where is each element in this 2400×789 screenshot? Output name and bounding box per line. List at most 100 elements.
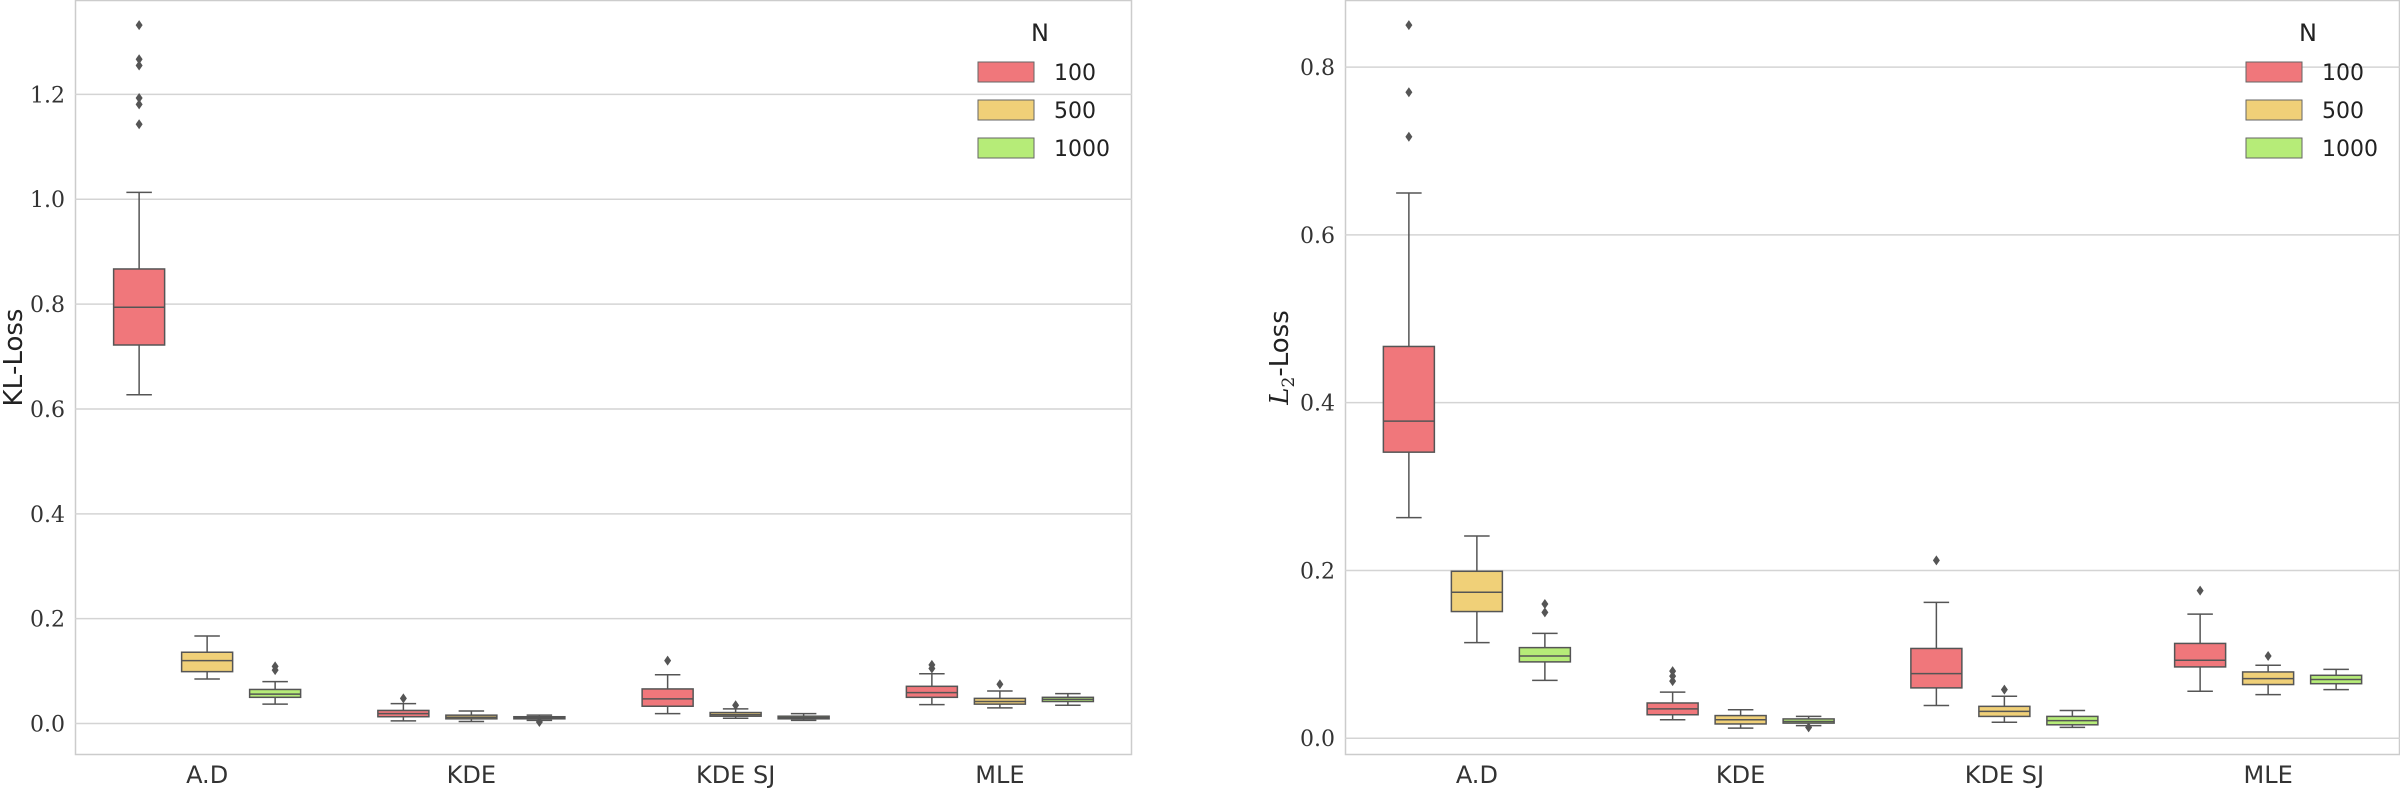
outlier-point	[135, 60, 143, 71]
box-100-mle	[2173, 585, 2227, 692]
y-tick-label: 0.6	[1300, 224, 1335, 249]
outlier-point	[1541, 599, 1549, 609]
box-1000-mle	[2309, 668, 2363, 691]
outlier-point	[996, 679, 1004, 690]
outlier-point	[1669, 676, 1677, 687]
legend-title: N	[2299, 19, 2317, 47]
outlier-point	[1669, 671, 1677, 682]
box-1000-kde-sj	[777, 712, 830, 722]
box-1000-a-d	[1518, 599, 1572, 682]
x-tick-label: A.D	[186, 761, 228, 789]
x-tick-label: MLE	[2244, 761, 2293, 789]
legend-label: 100	[2322, 61, 2364, 86]
legend-label: 1000	[1054, 137, 1110, 162]
y-tick-label: 0.4	[1300, 392, 1335, 417]
chart-panel-1: 0.0 0.2 0.4 0.6 0.8 1.0 1.2 A.D KDE KDE SJ MLE KL-L…	[0, 0, 1133, 789]
outlier-point	[399, 693, 407, 704]
plot-frame	[1344, 0, 2400, 756]
outlier-point	[135, 54, 143, 65]
legend-label: 500	[1054, 99, 1096, 124]
x-tick-label: KDE SJ	[1965, 761, 2044, 789]
outlier-point	[135, 119, 143, 130]
box-500-kde	[445, 710, 498, 723]
box-500-kde	[1714, 708, 1767, 729]
outlier-point	[2196, 585, 2204, 596]
x-tick-label: KDE	[1716, 761, 1765, 789]
outlier-point	[135, 20, 143, 31]
legend-label: 1000	[2322, 137, 2378, 162]
box-iqr	[1910, 647, 1963, 689]
outlier-point	[664, 655, 672, 666]
box-100-kde	[1646, 666, 1699, 721]
x-tick-label: KDE SJ	[696, 761, 775, 789]
box-1000-mle	[1041, 692, 1095, 706]
chart-panel-2: 0.00.20.40.60.8A.D KDE KDE SJ MLEL2-LossN10…	[1265, 0, 2400, 789]
box-500-a-d	[1450, 535, 1504, 644]
box-iqr	[1518, 646, 1572, 663]
y-tick-label: 0.2	[1300, 559, 1335, 584]
outlier-point	[1932, 555, 1940, 566]
legend-swatch	[2245, 137, 2303, 159]
box-100-a-d	[112, 20, 166, 396]
y-tick-label: 0.2	[30, 608, 65, 633]
y-tick-label: 0.0	[30, 713, 65, 738]
outlier-point	[1541, 607, 1549, 618]
outlier-point	[535, 716, 543, 727]
y-tick-label: 1.0	[30, 188, 65, 213]
box-iqr	[641, 688, 694, 707]
x-tick-label: KDE	[447, 761, 496, 789]
box-500-mle	[2241, 651, 2295, 696]
box-500-a-d	[180, 635, 234, 680]
legend-swatch	[2245, 61, 2303, 83]
legend-label: 500	[2322, 99, 2364, 124]
box-500-mle	[973, 679, 1027, 709]
y-tick-label: 0.0	[1300, 727, 1335, 752]
legend-swatch	[977, 61, 1035, 83]
legend-label: 100	[1054, 61, 1096, 86]
legend-swatch	[977, 137, 1035, 159]
box-100-kde-sj	[641, 655, 694, 715]
outlier-point	[135, 99, 143, 110]
outlier-point	[1405, 131, 1413, 142]
outlier-point	[1405, 20, 1413, 31]
y-tick-label: 0.8	[1300, 56, 1335, 81]
outlier-point	[2000, 684, 2008, 695]
box-1000-a-d	[248, 661, 302, 705]
outlier-point	[1669, 666, 1677, 677]
legend-title: N	[1031, 19, 1049, 47]
box-iqr	[2173, 642, 2227, 668]
outlier-point	[271, 661, 279, 672]
box-iqr	[1450, 570, 1504, 613]
outlier-point	[928, 659, 936, 670]
box-iqr	[180, 651, 234, 673]
outlier-point	[1805, 722, 1813, 733]
y-tick-label: 0.8	[30, 293, 65, 318]
y-axis-label: KL-Loss	[0, 309, 29, 407]
legend-swatch	[977, 99, 1035, 121]
outlier-point	[135, 93, 143, 104]
y-tick-label: 1.2	[30, 83, 65, 108]
box-1000-kde	[513, 714, 566, 727]
x-tick-label: A.D	[1456, 761, 1498, 789]
y-axis-label: L2-Loss	[1265, 310, 1299, 406]
box-iqr	[248, 688, 302, 699]
legend-swatch	[2245, 99, 2303, 121]
outlier-point	[1405, 87, 1413, 98]
y-tick-label: 0.4	[30, 503, 65, 528]
box-100-mle	[905, 659, 959, 706]
box-iqr	[905, 685, 959, 699]
box-100-kde-sj	[1910, 555, 1963, 707]
box-500-kde-sj	[1978, 684, 2031, 724]
box-500-kde-sj	[709, 700, 762, 720]
x-tick-label: MLE	[975, 761, 1024, 789]
plot-frame	[74, 0, 1133, 756]
outlier-point	[732, 700, 740, 711]
box-iqr	[1382, 345, 1436, 453]
box-1000-kde-sj	[2046, 709, 2099, 729]
box-1000-kde	[1782, 715, 1835, 733]
box-100-a-d	[1382, 20, 1436, 519]
box-100-kde	[377, 693, 430, 722]
